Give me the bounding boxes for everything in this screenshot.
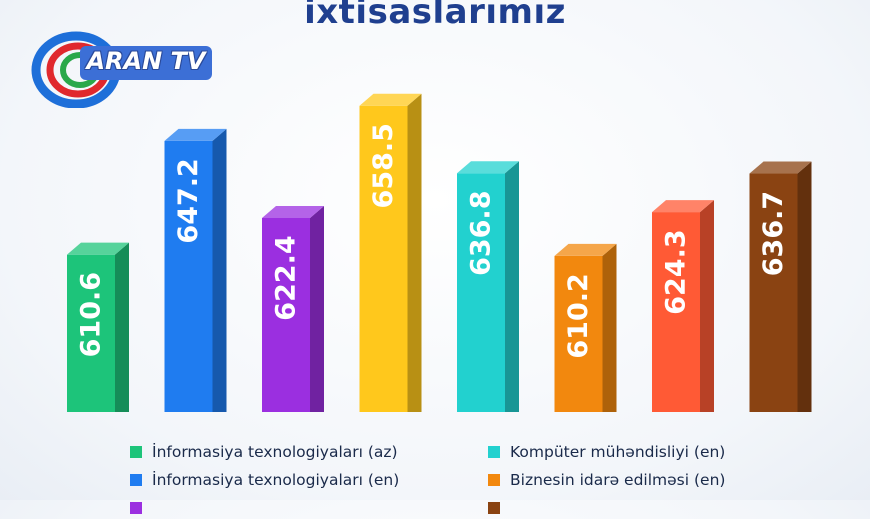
bar-face bbox=[262, 217, 310, 412]
bar-top bbox=[67, 242, 129, 255]
bar-top bbox=[262, 205, 324, 218]
legend-item bbox=[130, 497, 152, 519]
bar-side bbox=[310, 205, 324, 412]
bar-3: 622.4 bbox=[262, 205, 324, 412]
bar-face bbox=[652, 212, 700, 412]
legend-swatch bbox=[130, 502, 142, 514]
bar-face bbox=[457, 173, 505, 412]
bar-side bbox=[505, 161, 519, 412]
bar-5: 636.8 bbox=[457, 161, 519, 412]
bar-side bbox=[407, 93, 422, 412]
bar-side bbox=[700, 200, 714, 412]
bar-value-label: 658.5 bbox=[368, 123, 399, 208]
bar-1: 610.6 bbox=[67, 242, 129, 412]
bar-face bbox=[749, 173, 798, 412]
bar-top bbox=[749, 161, 812, 174]
bar-top bbox=[457, 161, 519, 174]
bar-top bbox=[359, 93, 422, 106]
bar-value-label: 647.2 bbox=[173, 158, 204, 243]
bar-side bbox=[115, 242, 129, 412]
bar-value-label: 624.3 bbox=[661, 229, 692, 314]
bar-7: 624.3 bbox=[652, 200, 714, 412]
chart-title: ixtisaslarımız bbox=[304, 0, 566, 32]
bar-side bbox=[602, 243, 617, 412]
logo-text: ARAN TV bbox=[86, 47, 206, 75]
bar-8: 636.7 bbox=[749, 161, 812, 412]
bar-4: 658.5 bbox=[359, 93, 422, 412]
bar-6: 610.2 bbox=[554, 243, 617, 412]
bar-face bbox=[67, 254, 115, 412]
bar-value-label: 636.8 bbox=[466, 191, 497, 276]
bar-value-label: 610.2 bbox=[563, 273, 594, 358]
bar-face bbox=[554, 255, 603, 412]
bar-top bbox=[554, 243, 617, 256]
bar-top bbox=[164, 128, 227, 141]
bar-value-label: 610.6 bbox=[76, 272, 107, 357]
bar-side bbox=[212, 128, 227, 412]
bar-value-label: 636.7 bbox=[758, 191, 789, 276]
bar-top bbox=[652, 200, 714, 213]
aran-tv-logo bbox=[31, 31, 212, 108]
bar-2: 647.2 bbox=[164, 128, 227, 412]
bar-side bbox=[797, 161, 812, 412]
legend-swatch bbox=[488, 502, 500, 514]
bar-chart: 610.6 647.2 622.4 658.5 636.8 610.2 624.3 636.7 bbox=[67, 93, 812, 412]
legend-item bbox=[488, 497, 510, 519]
bar-value-label: 622.4 bbox=[271, 235, 302, 320]
bar-face bbox=[164, 140, 213, 412]
bar-face bbox=[359, 105, 408, 412]
